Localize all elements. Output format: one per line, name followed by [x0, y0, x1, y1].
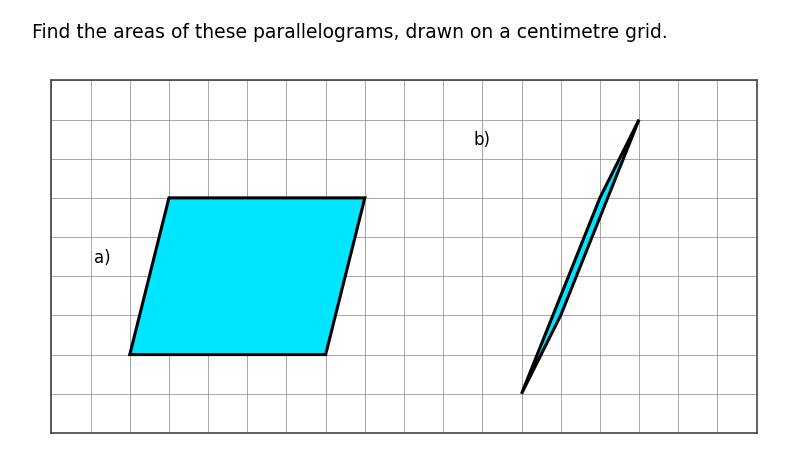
Polygon shape [522, 120, 639, 394]
Text: a): a) [94, 248, 110, 266]
Text: b): b) [473, 131, 490, 149]
Text: Find the areas of these parallelograms, drawn on a centimetre grid.: Find the areas of these parallelograms, … [32, 23, 668, 41]
Polygon shape [130, 198, 365, 355]
